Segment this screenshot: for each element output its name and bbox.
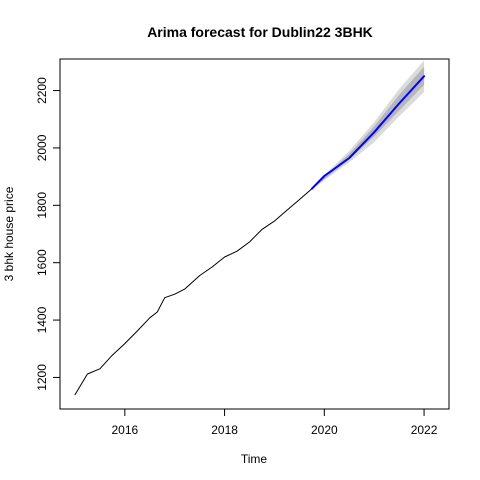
y-tick-label: 1400 <box>35 306 49 333</box>
x-axis: 2016 2018 2020 2022 <box>111 408 438 437</box>
y-tick-label: 1600 <box>35 249 49 276</box>
y-axis: 1200 1400 1600 1800 2000 2200 <box>35 77 61 391</box>
y-tick-label: 1800 <box>35 192 49 219</box>
chart-title: Arima forecast for Dublin22 3BHK <box>147 24 373 40</box>
x-tick-label: 2022 <box>411 423 438 437</box>
y-tick-label: 2000 <box>35 134 49 161</box>
y-axis-label: 3 bhk house price <box>2 186 16 281</box>
series-lines <box>74 75 426 396</box>
y-tick-label: 2200 <box>35 77 49 104</box>
x-tick-label: 2020 <box>311 423 338 437</box>
forecast-line <box>310 75 426 190</box>
y-tick-label: 1200 <box>35 364 49 391</box>
x-tick-label: 2016 <box>111 423 138 437</box>
observed-line <box>74 188 313 396</box>
x-axis-label: Time <box>241 452 268 466</box>
x-tick-label: 2018 <box>211 423 238 437</box>
